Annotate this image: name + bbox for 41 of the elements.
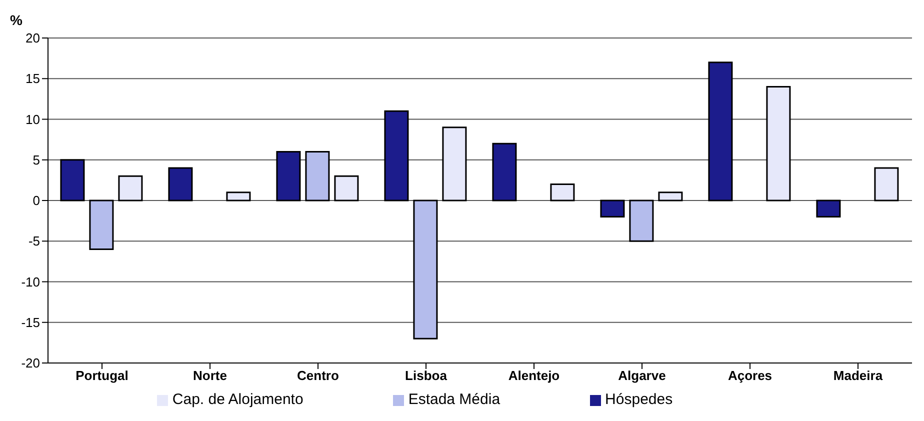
legend-label: Hóspedes (605, 391, 673, 408)
bar (413, 200, 438, 340)
y-tick-label: -5 (28, 234, 40, 249)
bar (816, 200, 841, 218)
bar (305, 151, 330, 202)
legend-label: Cap. de Alojamento (172, 391, 304, 408)
bar (442, 126, 467, 202)
bar (89, 200, 114, 250)
y-tick-label: -20 (21, 356, 40, 371)
bar (226, 192, 251, 202)
y-axis-title: % (10, 12, 22, 28)
bar (550, 184, 575, 202)
x-tick-label: Açores (728, 368, 772, 384)
bar (168, 167, 193, 202)
bar (276, 151, 301, 202)
bar (118, 175, 143, 202)
y-tick-label: 5 (32, 152, 40, 168)
bar (766, 86, 791, 202)
x-tick-label: Portugal (76, 368, 128, 384)
y-tick-label: -10 (21, 274, 40, 290)
legend-label: Estada Média (408, 391, 500, 408)
y-tick-label: 10 (26, 112, 40, 127)
y-tick-label: 0 (32, 193, 40, 208)
bar (492, 142, 517, 202)
bar (629, 200, 654, 242)
bar (384, 110, 409, 202)
y-tick-label: 15 (26, 71, 40, 86)
x-tick-label: Alentejo (508, 368, 560, 384)
bar (334, 175, 359, 202)
y-tick-label: -15 (21, 314, 40, 330)
x-tick-label: Algarve (618, 368, 666, 384)
bar (600, 200, 625, 218)
y-tick-label: 20 (26, 30, 40, 46)
bar (658, 192, 683, 202)
bar (60, 159, 85, 202)
bar (874, 167, 899, 202)
bar (708, 62, 733, 202)
x-tick-label: Centro (297, 368, 339, 384)
x-tick-label: Lisboa (405, 368, 448, 384)
x-tick-label: Madeira (833, 368, 884, 384)
x-tick-label: Norte (193, 368, 227, 384)
